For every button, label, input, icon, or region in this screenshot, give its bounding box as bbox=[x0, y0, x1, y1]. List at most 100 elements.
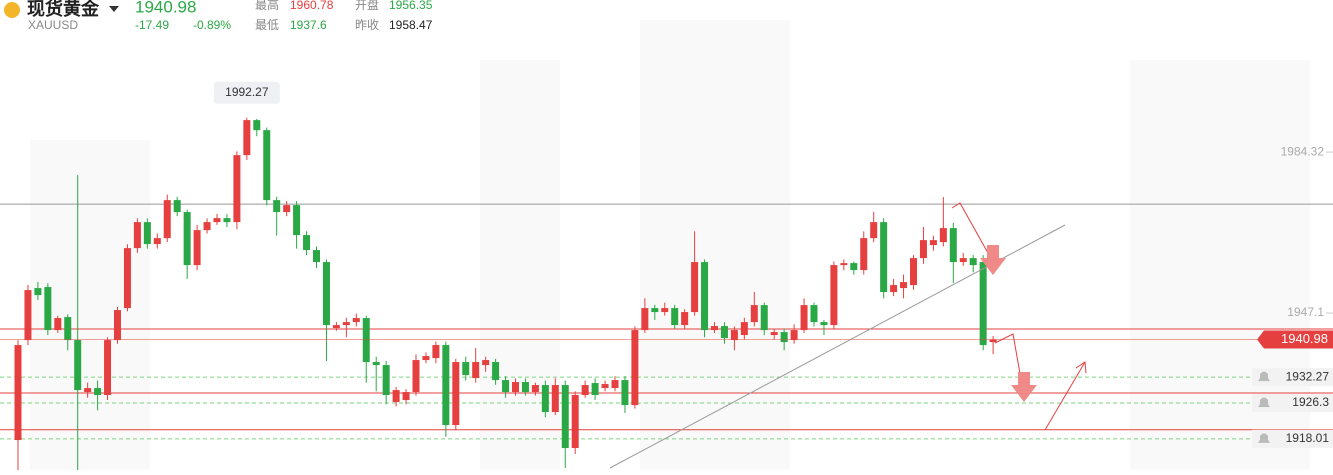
candle-body bbox=[860, 238, 868, 271]
candle-body bbox=[979, 262, 987, 346]
low-value: 1937.6 bbox=[290, 18, 327, 32]
candle-body bbox=[770, 332, 778, 336]
candle-body bbox=[482, 360, 490, 366]
drawn-arrow[interactable] bbox=[1044, 361, 1086, 431]
low-label: 最低 bbox=[255, 18, 279, 32]
candle-body bbox=[313, 250, 320, 263]
candle-body bbox=[730, 330, 738, 341]
candle-body bbox=[760, 305, 768, 331]
last-price: 1940.98 bbox=[135, 0, 196, 16]
plot: 1947.1 1984.32 1932.27 1926.3 1918.01 1992.27… bbox=[0, 81, 1333, 470]
candle-body bbox=[472, 362, 480, 379]
candle-body bbox=[661, 308, 669, 313]
candle-body bbox=[502, 380, 510, 393]
high-label: 最高 bbox=[255, 0, 279, 12]
candle-body bbox=[163, 200, 171, 239]
drawn-arrow[interactable] bbox=[994, 333, 1023, 386]
prev-label: 昨收 bbox=[355, 18, 379, 32]
candle-body bbox=[989, 339, 997, 343]
candle-body bbox=[541, 385, 549, 413]
candle-body bbox=[711, 326, 718, 331]
candle-body bbox=[631, 330, 639, 406]
candle-body bbox=[24, 290, 32, 341]
down-arrow[interactable] bbox=[980, 245, 1006, 275]
candle-body bbox=[850, 263, 858, 271]
candle-body bbox=[332, 325, 340, 329]
candle-body bbox=[780, 332, 788, 343]
candle-body bbox=[790, 330, 798, 341]
candle-body bbox=[890, 285, 898, 293]
candle-body bbox=[929, 240, 937, 246]
candle-body bbox=[740, 322, 748, 336]
alert-label: 1918.01 bbox=[1286, 431, 1330, 445]
dropdown-caret[interactable] bbox=[109, 6, 119, 12]
candle-body bbox=[392, 390, 400, 403]
candle-body bbox=[193, 230, 201, 266]
candle-body bbox=[432, 345, 440, 359]
candle-body bbox=[800, 305, 808, 331]
current-price-badge bbox=[1257, 330, 1333, 349]
open-label: 开盘 bbox=[355, 0, 379, 12]
candle-body bbox=[283, 205, 291, 213]
candle-body bbox=[233, 155, 241, 223]
high-value: 1960.78 bbox=[290, 0, 334, 12]
candle-body bbox=[442, 345, 450, 426]
candle-body bbox=[531, 385, 539, 393]
candle-body bbox=[969, 258, 977, 266]
candle-body bbox=[910, 258, 917, 286]
alert-badge bbox=[1252, 393, 1333, 412]
candle-body bbox=[452, 362, 460, 426]
candle-body bbox=[382, 365, 390, 396]
candle-body bbox=[153, 238, 161, 245]
prev-value: 1958.47 bbox=[389, 18, 433, 32]
instrument-name[interactable]: 现货黄金 bbox=[27, 0, 100, 19]
candle-body bbox=[870, 222, 878, 239]
candle-body bbox=[84, 388, 92, 393]
candle-body bbox=[671, 308, 679, 326]
candle-body bbox=[880, 222, 888, 293]
candle-body bbox=[362, 318, 370, 363]
candle-body bbox=[303, 235, 311, 251]
candle-body bbox=[551, 385, 559, 413]
candle-body bbox=[840, 263, 848, 266]
candle-body bbox=[243, 120, 251, 156]
candle-body bbox=[203, 222, 211, 231]
current-price-label: 1940.98 bbox=[1281, 331, 1328, 346]
candle-body bbox=[14, 345, 22, 441]
candle-body bbox=[512, 382, 519, 393]
candle-body bbox=[273, 200, 281, 213]
candle-body bbox=[521, 382, 529, 393]
candle-body bbox=[939, 228, 947, 243]
candle-body bbox=[949, 228, 957, 263]
candle-body bbox=[621, 380, 629, 406]
candle-body bbox=[183, 212, 191, 266]
candle-body bbox=[213, 218, 221, 223]
candle-body bbox=[223, 218, 231, 223]
candle-body bbox=[94, 388, 102, 396]
max-label: 1992.27 bbox=[225, 85, 269, 99]
candle-body bbox=[412, 360, 420, 393]
candle-body bbox=[402, 392, 410, 401]
candle-body bbox=[919, 240, 927, 259]
down-arrow[interactable] bbox=[1011, 372, 1037, 402]
candle-body bbox=[44, 287, 52, 331]
drawn-arrow[interactable] bbox=[951, 202, 994, 263]
alert-badge bbox=[1252, 368, 1333, 387]
symbol: XAUUSD bbox=[28, 18, 78, 32]
alert-label: 1932.27 bbox=[1286, 369, 1330, 383]
candle-body bbox=[54, 318, 62, 331]
arrow-head bbox=[1075, 361, 1087, 374]
candle-body bbox=[591, 383, 599, 396]
candle-body bbox=[830, 265, 838, 326]
open-value: 1956.35 bbox=[389, 0, 433, 12]
candle-body bbox=[959, 258, 967, 263]
candle-body bbox=[462, 362, 470, 376]
candle-body bbox=[651, 308, 659, 313]
candle-body bbox=[581, 385, 589, 396]
candle-body bbox=[263, 130, 271, 201]
candle-body bbox=[104, 340, 112, 396]
candle-body bbox=[601, 384, 609, 389]
change: -17.49 bbox=[135, 18, 169, 32]
candle-body bbox=[750, 305, 758, 323]
